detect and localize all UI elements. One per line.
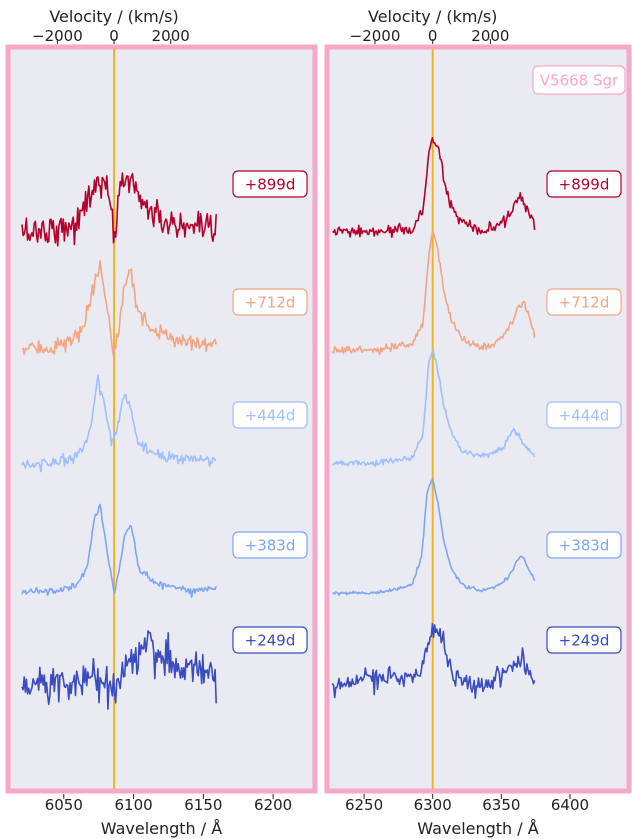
- epoch-label: +383d: [245, 537, 296, 555]
- epoch-label-box: [546, 170, 622, 198]
- spectrum-line-right-383d: [332, 478, 536, 597]
- epoch-label-box: [546, 401, 622, 429]
- epoch-label: +444d: [245, 407, 296, 425]
- epoch-label: +899d: [245, 176, 296, 194]
- epoch-label-box: [232, 531, 308, 559]
- panel-right: +899d +712d +444d +383d +249d V5668 Sgr 6250 63…: [324, 7, 632, 838]
- x-tick-label: 6100: [114, 796, 152, 814]
- spectrum-line-right-249d: [331, 622, 536, 700]
- epoch-label-box: [546, 288, 622, 316]
- spectrum-line-left-383d: [21, 503, 217, 598]
- spectrum-line-right-712d: [331, 231, 536, 356]
- velocity-tick-label: 0: [109, 27, 119, 45]
- velocity-tick-label: −2000: [32, 27, 83, 45]
- spectrum-line-left-444d: [21, 374, 217, 473]
- epoch-label: +383d: [559, 537, 610, 555]
- target-label-box: [532, 65, 626, 95]
- epoch-label: +899d: [559, 176, 610, 194]
- panel-left: +899d +712d +444d +383d +249d 6050 6100 6150 620…: [5, 7, 318, 838]
- x-axis-title: Wavelength / Å: [101, 819, 222, 838]
- x-tick-label: 6050: [45, 796, 83, 814]
- epoch-label-box: [232, 626, 308, 654]
- x-tick-label: 6150: [184, 796, 222, 814]
- velocity-tick-label: 0: [428, 27, 438, 45]
- velocity-tick-label: 2000: [152, 27, 190, 45]
- epoch-label-box: [232, 401, 308, 429]
- x-tick-label: 6250: [345, 796, 383, 814]
- spectrum-line-right-444d: [332, 350, 536, 467]
- velocity-axis-title: Velocity / (km/s): [49, 7, 178, 26]
- spectrum-line-left-249d: [21, 630, 217, 710]
- spectrum-line-left-899d: [21, 172, 217, 247]
- velocity-tick-label: 2000: [471, 27, 509, 45]
- epoch-label: +712d: [245, 294, 296, 312]
- x-tick-label: 6200: [254, 796, 292, 814]
- epoch-label-box: [232, 170, 308, 198]
- epoch-label: +712d: [559, 294, 610, 312]
- x-tick-label: 6400: [551, 796, 589, 814]
- target-label: V5668 Sgr: [540, 72, 619, 90]
- x-axis-title: Wavelength / Å: [417, 819, 538, 838]
- epoch-label: +444d: [559, 407, 610, 425]
- x-tick-label: 6350: [482, 796, 520, 814]
- spectrum-line-left-712d: [21, 259, 217, 357]
- spectrum-line-right-899d: [332, 137, 536, 238]
- velocity-tick-label: −2000: [350, 27, 401, 45]
- epoch-label: +249d: [245, 632, 296, 650]
- epoch-label-box: [546, 626, 622, 654]
- epoch-label: +249d: [559, 632, 610, 650]
- epoch-label-box: [232, 288, 308, 316]
- velocity-axis-title: Velocity / (km/s): [368, 7, 497, 26]
- x-tick-label: 6300: [414, 796, 452, 814]
- epoch-label-box: [546, 531, 622, 559]
